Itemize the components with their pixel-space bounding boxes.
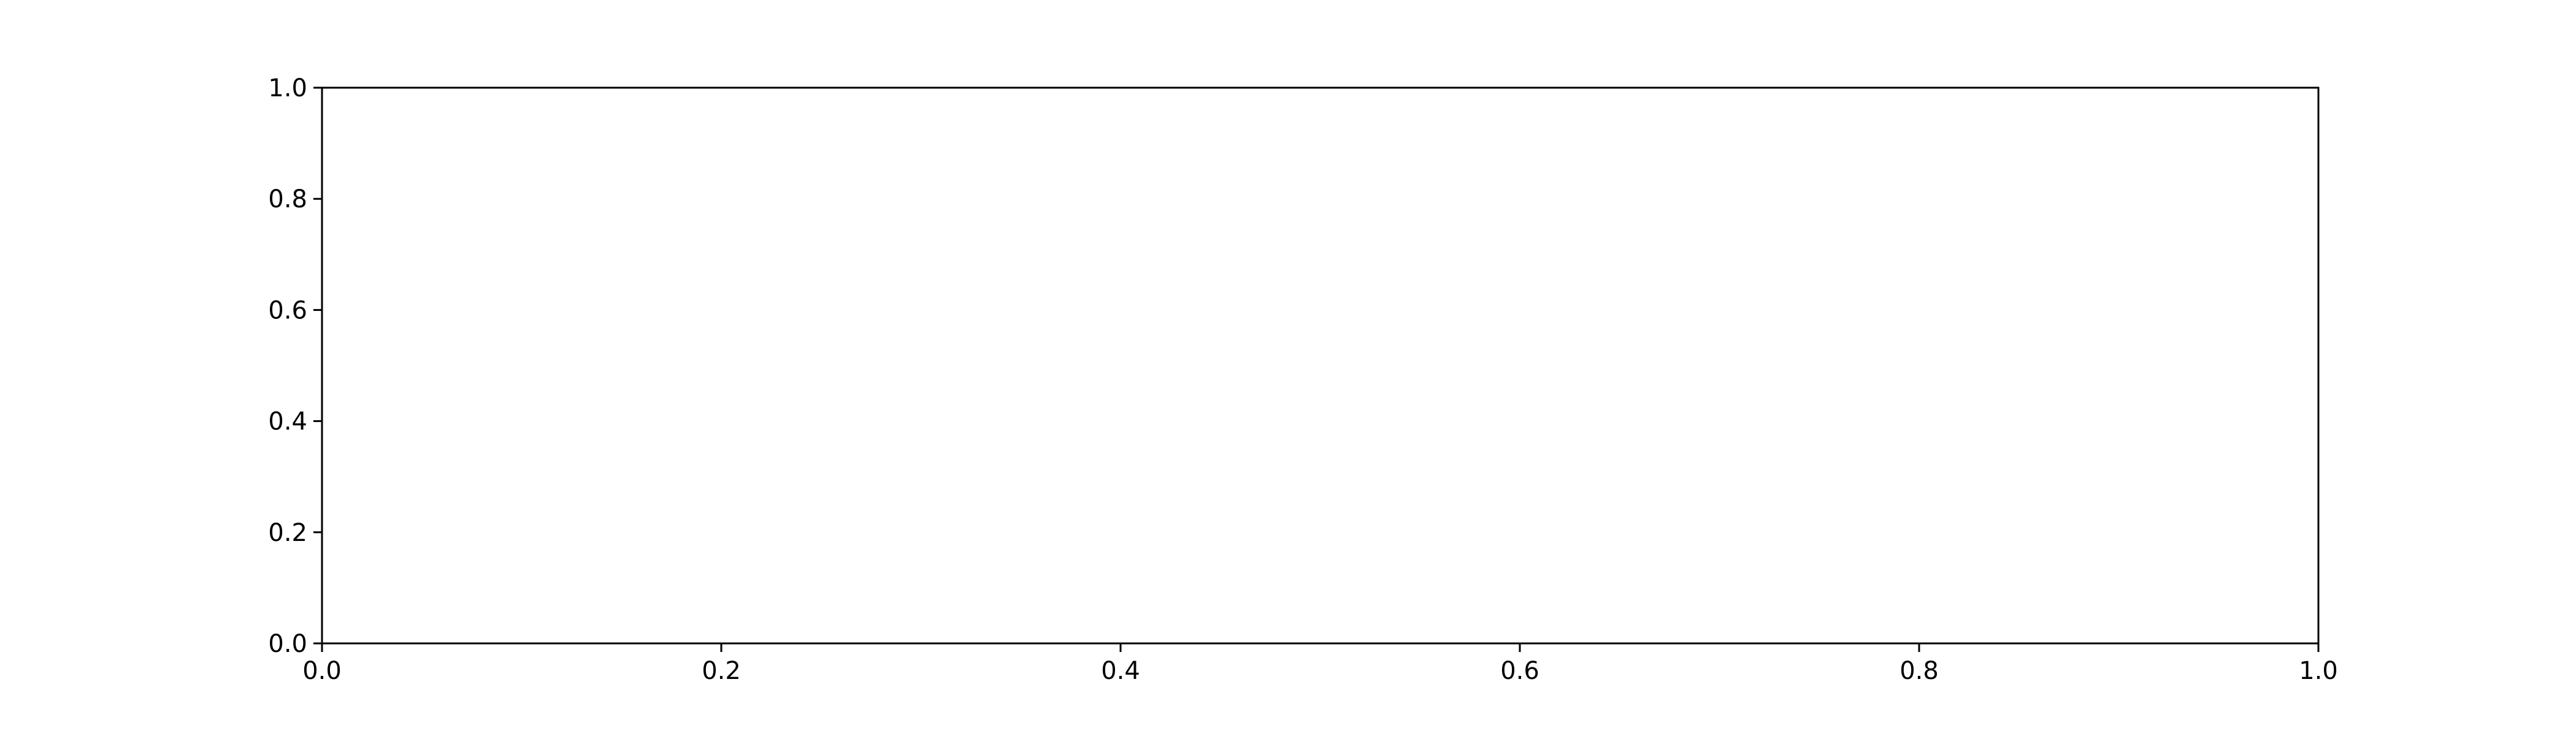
- y-tick-label: 0.0: [268, 630, 307, 658]
- x-tick-label: 0.8: [1899, 657, 1939, 685]
- x-tick-label: 0.0: [302, 657, 342, 685]
- y-axis: 0.0 0.2 0.4 0.6 0.8 1.0: [268, 74, 322, 658]
- axes-frame: [321, 86, 2320, 645]
- y-tick-label: 0.2: [268, 519, 307, 547]
- y-tick-label: 0.4: [268, 408, 307, 436]
- plot-area: [321, 86, 2320, 645]
- y-tick-label: 0.8: [268, 185, 307, 213]
- y-tick-label: 0.6: [268, 296, 307, 324]
- x-tick-label: 0.6: [1500, 657, 1539, 685]
- x-tick-label: 1.0: [2299, 657, 2338, 685]
- x-tick-label: 0.2: [702, 657, 741, 685]
- x-axis: 0.0 0.2 0.4 0.6 0.8 1.0: [302, 643, 2338, 685]
- x-tick-label: 0.4: [1101, 657, 1140, 685]
- y-tick-label: 1.0: [268, 74, 307, 102]
